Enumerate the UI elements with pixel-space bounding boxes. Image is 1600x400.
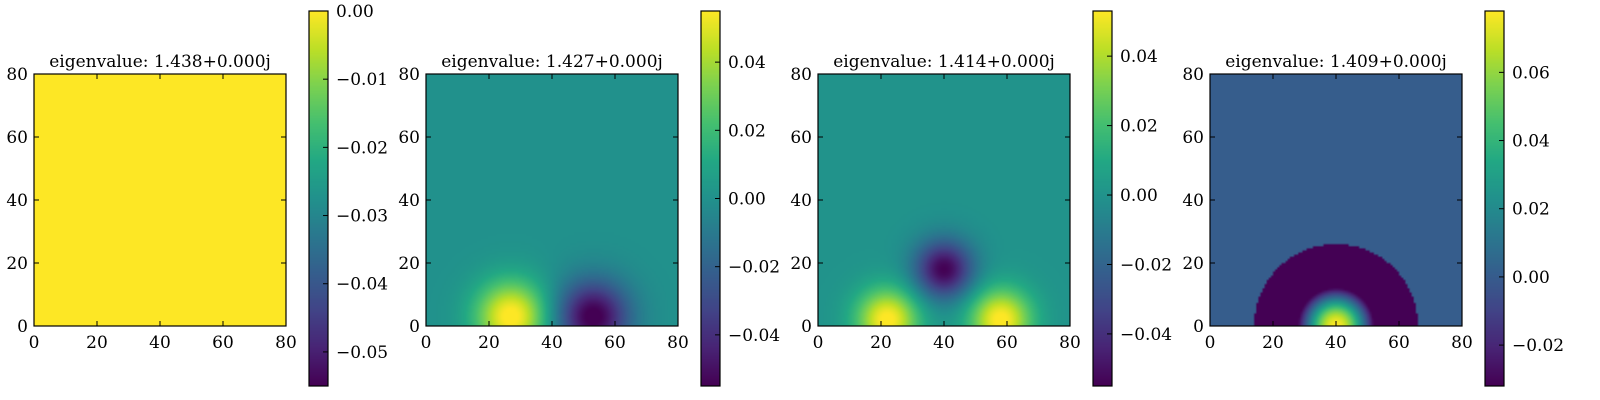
x-tick-label: 60 (604, 333, 626, 353)
x-tick-label: 40 (149, 333, 171, 353)
y-tick-label: 80 (1182, 65, 1204, 85)
colorbar-tick-label: −0.02 (1120, 255, 1172, 275)
colorbar-tick-label: 0.04 (728, 53, 766, 73)
heatmap-image (1210, 74, 1462, 326)
plot-title: eigenvalue: 1.427+0.000j (441, 52, 663, 72)
x-tick-label: 0 (29, 333, 40, 353)
colorbar-frame (1484, 10, 1505, 387)
colorbar-tick-label: 0.06 (1512, 63, 1550, 83)
x-tick-label: 60 (212, 333, 234, 353)
panel-4: eigenvalue: 1.409+0.000j 0 20 40 60 80 0 20 40 60… (1182, 10, 1564, 387)
y-tick-label: 20 (1182, 254, 1204, 274)
colorbar-tick-label: 0.00 (1512, 268, 1550, 288)
colorbar-tick-label: −0.04 (336, 275, 388, 295)
x-tick-label: 80 (1059, 333, 1081, 353)
plot-title: eigenvalue: 1.414+0.000j (833, 52, 1055, 72)
panel-2: eigenvalue: 1.427+0.000j 0 20 40 60 80 0 20 40 60… (398, 10, 780, 387)
x-tick-label: 0 (1205, 333, 1216, 353)
colorbar-tick-label: −0.04 (1120, 325, 1172, 345)
y-tick-label: 0 (17, 317, 28, 337)
colorbar-tick-label: 0.04 (1512, 132, 1550, 152)
x-tick-label: 80 (667, 333, 689, 353)
colorbar-frame (1092, 10, 1113, 387)
x-tick-label: 80 (1451, 333, 1473, 353)
colorbar-tick-label: −0.05 (336, 343, 388, 363)
y-tick-label: 20 (6, 254, 28, 274)
colorbar-tick-label: 0.02 (1512, 200, 1550, 220)
colorbar-tick-label: −0.02 (728, 258, 780, 278)
x-tick-label: 20 (1262, 333, 1284, 353)
x-tick-label: 60 (1388, 333, 1410, 353)
colorbar-tick-label: −0.03 (336, 207, 388, 227)
x-tick-label: 40 (541, 333, 563, 353)
y-tick-label: 0 (1193, 317, 1204, 337)
y-tick-label: 80 (398, 65, 420, 85)
panel-1: eigenvalue: 1.438+0.000j 0 20 40 60 80 0 20 40 60… (6, 2, 388, 387)
colorbar-gradient (701, 11, 720, 386)
colorbar-gradient (1093, 11, 1112, 386)
colorbar-tick-label: 0.00 (336, 2, 374, 22)
x-tick-label: 80 (275, 333, 297, 353)
colorbar-frame (308, 10, 329, 387)
colorbar-tick-label: 0.02 (1120, 117, 1158, 137)
y-tick-label: 40 (398, 191, 420, 211)
y-tick-label: 60 (6, 128, 28, 148)
y-tick-label: 80 (790, 65, 812, 85)
y-tick-label: 60 (398, 128, 420, 148)
colorbar-tick-label: 0.00 (1120, 186, 1158, 206)
y-tick-label: 60 (1182, 128, 1204, 148)
plot-title: eigenvalue: 1.438+0.000j (49, 52, 271, 72)
panel-3: eigenvalue: 1.414+0.000j 0 20 40 60 80 0 20 40 60… (790, 10, 1172, 387)
y-tick-label: 20 (398, 254, 420, 274)
x-tick-label: 0 (813, 333, 824, 353)
y-tick-label: 40 (790, 191, 812, 211)
colorbar-tick-label: 0.02 (728, 121, 766, 141)
colorbar-tick-label: −0.02 (336, 138, 388, 158)
colorbar-gradient (309, 11, 328, 386)
colorbar-tick-label: 0.04 (1120, 47, 1158, 67)
y-tick-label: 40 (6, 191, 28, 211)
x-tick-label: 20 (870, 333, 892, 353)
y-tick-label: 0 (801, 317, 812, 337)
plot-title: eigenvalue: 1.409+0.000j (1225, 52, 1447, 72)
x-tick-label: 20 (478, 333, 500, 353)
y-tick-label: 80 (6, 65, 28, 85)
x-tick-label: 20 (86, 333, 108, 353)
colorbar-tick-label: −0.02 (1512, 336, 1564, 356)
x-tick-label: 40 (1325, 333, 1347, 353)
y-tick-label: 0 (409, 317, 420, 337)
colorbar-tick-label: 0.00 (728, 190, 766, 210)
x-tick-label: 60 (996, 333, 1018, 353)
y-tick-label: 60 (790, 128, 812, 148)
y-tick-label: 40 (1182, 191, 1204, 211)
y-tick-label: 20 (790, 254, 812, 274)
colorbar-gradient (1485, 11, 1504, 386)
x-tick-label: 0 (421, 333, 432, 353)
heatmap-image (34, 74, 286, 326)
heatmap-image (818, 74, 1070, 326)
x-tick-label: 40 (933, 333, 955, 353)
colorbar-tick-label: −0.01 (336, 70, 388, 90)
heatmap-image (426, 74, 678, 326)
colorbar-tick-label: −0.04 (728, 326, 780, 346)
